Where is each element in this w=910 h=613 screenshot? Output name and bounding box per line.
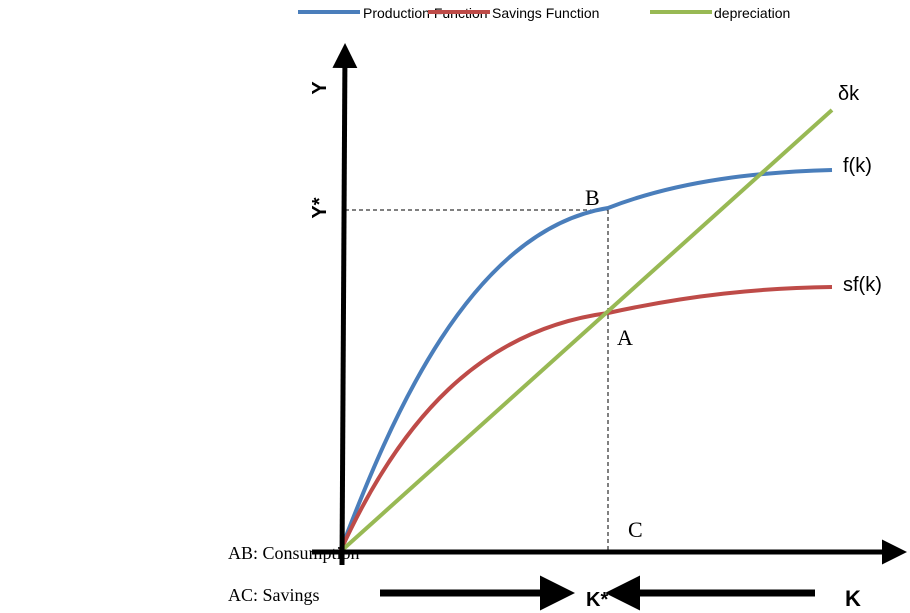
- y-star-label: Y*: [309, 197, 331, 218]
- curve-label: sf(k): [843, 274, 882, 296]
- point-label: B: [585, 185, 600, 210]
- x-star-label: K*: [586, 589, 608, 611]
- legend-label: depreciation: [714, 5, 790, 21]
- x-axis-label: K: [845, 586, 861, 611]
- savings-curve: [338, 285, 833, 553]
- legend-label: Savings Function: [492, 5, 599, 21]
- curve-label: δk: [838, 83, 860, 105]
- point-label: A: [617, 325, 633, 350]
- point-label: C: [628, 517, 643, 542]
- note: AB: Consumption: [228, 543, 360, 563]
- legend: Production Function Savings Function dep…: [298, 5, 790, 21]
- y-axis-label: Y: [309, 81, 331, 95]
- curve-label: f(k): [843, 155, 872, 177]
- depreciation-line: [338, 108, 834, 554]
- y-axis: [332, 43, 358, 566]
- production-curve: [338, 168, 833, 553]
- legend-label: Production Function: [363, 5, 488, 21]
- note: AC: Savings: [228, 585, 320, 605]
